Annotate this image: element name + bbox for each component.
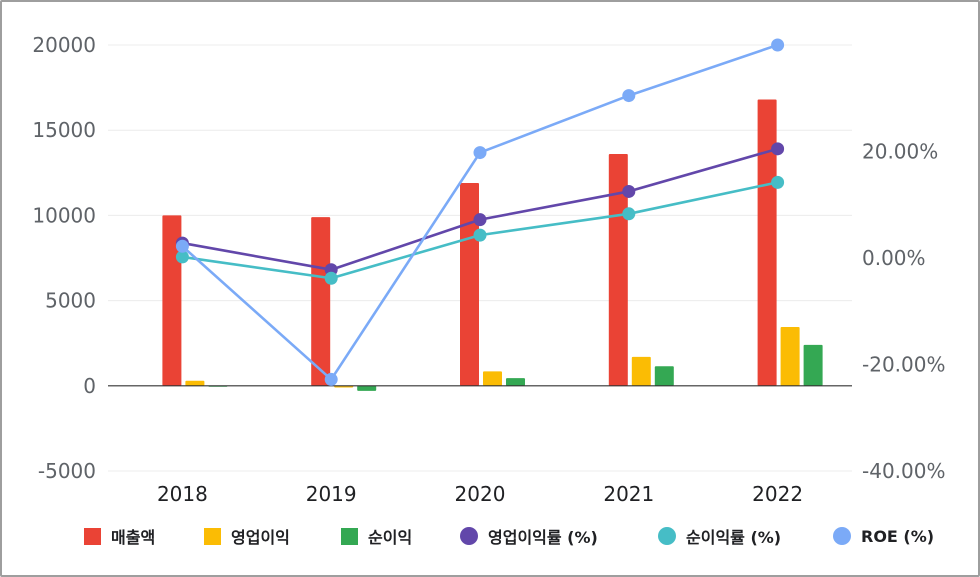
bar-순이익 [803,344,823,386]
right-axis-tick: 20.00% [862,140,938,164]
legend-label: 영업이익률 (%) [488,528,598,547]
point-ROE (%) [473,146,487,160]
legend-label: 순이익률 (%) [686,528,782,547]
left-axis-tick: 10000 [32,203,96,227]
point-ROE (%) [324,372,338,386]
point-ROE (%) [175,239,189,253]
bar-순이익 [357,385,377,391]
bar-순이익 [506,378,525,386]
point-순이익률 (%) [324,271,338,285]
bar-매출액 [311,217,331,386]
point-영업이익률 (%) [771,142,785,156]
legend-label: 영업이익 [231,528,290,547]
bar-매출액 [460,183,479,386]
chart-legend: 매출액 영업이익 순이익 영업이익률 (%) 순이익률 (%) ROE (%) [0,520,980,552]
point-순이익률 (%) [622,207,636,221]
bar-순이익 [654,366,674,386]
legend-square-icon [341,527,358,545]
legend-item: 순이익률 (%) [658,520,781,552]
combo-chart: 20000 15000 10000 5000 0 -5000 20.00% 0.00% -20.… [32,33,945,506]
point-ROE (%) [771,38,785,52]
bar-영업이익 [483,371,502,386]
legend-circle-icon [658,527,676,545]
legend-label: 순이익 [368,528,413,547]
x-axis-tick: 2018 [157,482,208,506]
right-axis-tick: -20.00% [862,353,945,377]
point-순이익률 (%) [473,228,487,242]
right-axis-tick: -40.00% [862,459,945,483]
left-axis-tick: 0 [83,374,96,398]
bar-영업이익 [631,356,651,386]
point-영업이익률 (%) [473,213,487,227]
line-영업이익률 (%) [182,147,778,272]
x-axis-tick: 2022 [752,482,803,506]
bar-영업이익 [185,380,205,386]
bar-영업이익 [780,327,800,386]
legend-item: ROE (%) [833,520,934,552]
left-axis-tick: 20000 [32,33,96,57]
legend-square-icon [84,527,101,545]
left-axis-tick: 15000 [32,118,96,142]
point-순이익률 (%) [771,175,785,189]
bar-매출액 [757,99,777,386]
legend-circle-icon [460,527,478,545]
legend-item: 순이익 [341,520,412,552]
point-영업이익률 (%) [622,184,636,198]
legend-square-icon [204,527,221,545]
x-axis-tick: 2019 [306,482,357,506]
legend-circle-icon [833,527,851,545]
legend-label: ROE (%) [861,526,935,546]
point-ROE (%) [622,89,636,103]
line-ROE (%) [181,43,779,381]
legend-label: 매출액 [111,528,156,547]
left-axis-tick: -5000 [38,459,96,483]
x-axis-tick: 2021 [603,482,654,506]
left-axis-tick: 5000 [45,289,96,313]
right-axis-tick: 0.00% [862,246,926,270]
legend-item: 매출액 [84,520,155,552]
legend-item: 영업이익 [204,520,290,552]
x-axis-tick: 2020 [455,482,506,506]
point-순이익률 (%) [175,250,189,264]
legend-item: 영업이익률 (%) [460,520,598,552]
